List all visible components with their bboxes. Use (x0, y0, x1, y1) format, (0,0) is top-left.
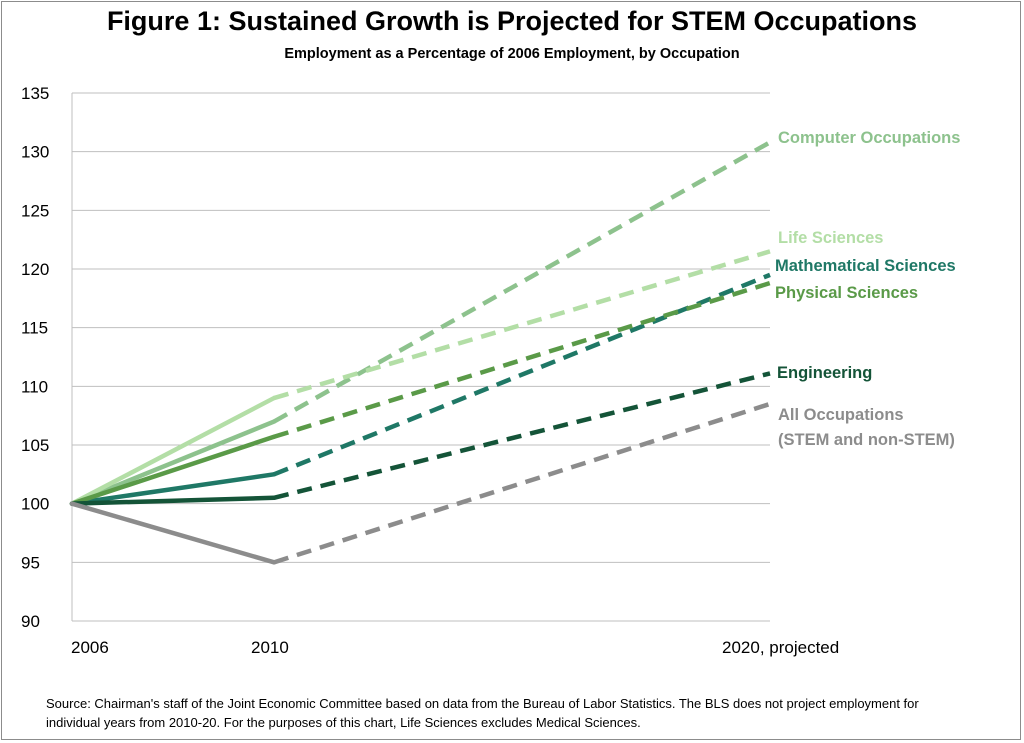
series-label: Life Sciences (778, 229, 883, 247)
series-label: All Occupations (778, 406, 904, 424)
y-tick-label: 105 (21, 436, 49, 455)
series-line-projected-4 (273, 371, 771, 500)
y-tick-label: 125 (21, 201, 49, 220)
y-tick-label: 120 (21, 260, 49, 279)
chart-title: Figure 1: Sustained Growth is Projected … (106, 6, 918, 36)
chart-subtitle: Employment as a Percentage of 2006 Emplo… (284, 46, 740, 62)
series-line-projected-3 (273, 280, 771, 439)
series-line-projected-0 (272, 140, 772, 424)
x-tick-label: 2020, projected (722, 638, 839, 657)
series-line-actual-3 (69, 434, 277, 506)
series-line-actual-0 (69, 419, 277, 506)
y-tick-label: 90 (21, 612, 40, 631)
series-label: Physical Sciences (775, 284, 918, 302)
series-label: (STEM and non-STEM) (778, 431, 955, 449)
series-line-actual-5 (69, 501, 277, 565)
series-label: Mathematical Sciences (775, 257, 956, 275)
x-tick-label: 2010 (251, 638, 289, 657)
y-tick-label: 130 (21, 143, 49, 162)
series-line-projected-5 (273, 401, 771, 565)
series-line-actual-4 (69, 495, 277, 506)
series-label: Engineering (777, 364, 872, 382)
y-tick-label: 115 (21, 319, 48, 338)
series-line-actual-2 (69, 472, 277, 506)
x-tick-label: 2006 (71, 638, 109, 657)
series-label: Computer Occupations (778, 129, 960, 147)
source-footnote: Source: Chairman's staff of the Joint Ec… (46, 696, 919, 730)
y-tick-label: 110 (21, 377, 48, 396)
series-line-projected-1 (273, 249, 771, 401)
series-line-actual-1 (69, 395, 277, 506)
y-tick-label: 100 (21, 495, 49, 514)
y-tick-label: 95 (21, 553, 40, 572)
y-tick-label: 135 (21, 84, 49, 103)
